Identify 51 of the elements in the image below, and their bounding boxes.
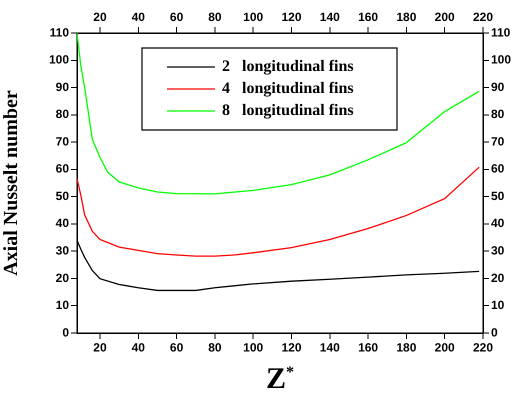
y2-tick-label: 40 (491, 216, 505, 230)
y-axis-title: Axial Nusselt number (0, 90, 22, 276)
y-tick-label: 100 (48, 52, 70, 67)
y-tick-label: 60 (56, 162, 70, 176)
y2-tick-label: 60 (491, 162, 505, 176)
y2-tick-label: 0 (491, 325, 498, 340)
x2-tick-label: 160 (358, 10, 378, 24)
x2-tick-label: 220 (472, 10, 494, 24)
y-tick-label: 0 (62, 325, 70, 340)
legend-label: 8 longitudinal fins (222, 102, 354, 120)
y2-tick-label: 80 (491, 107, 505, 122)
x2-tick-label: 200 (434, 10, 456, 24)
x-axis-title: Z$^{*}$ (264, 362, 295, 396)
y-tick-label: 20 (56, 270, 70, 285)
y-tick-label: 10 (56, 298, 70, 312)
x-tick-label: 20 (93, 340, 107, 355)
x-tick-label: 60 (170, 340, 184, 355)
y-tick-label: 70 (56, 134, 70, 148)
y2-tick-label: 30 (491, 243, 505, 258)
x-tick-label: 220 (472, 340, 494, 355)
y2-tick-label: 10 (491, 298, 505, 312)
x-tick-label: 200 (434, 340, 456, 355)
y-tick-label: 80 (56, 107, 70, 122)
legend-label: 4 longitudinal fins (222, 80, 354, 98)
x-tick-label: 180 (396, 340, 417, 355)
x2-tick-label: 60 (170, 10, 184, 24)
x2-tick-label: 180 (396, 10, 417, 24)
y-tick-label: 40 (56, 216, 70, 230)
y2-tick-label: 90 (491, 80, 505, 94)
x-tick-label: 160 (358, 340, 378, 355)
y2-tick-label: 70 (491, 134, 505, 148)
y-tick-label: 90 (56, 80, 70, 94)
x-tick-label: 120 (281, 340, 302, 355)
legend-label: 2 longitudinal fins (222, 58, 354, 76)
y2-tick-label: 20 (491, 270, 505, 285)
x-tick-label: 40 (132, 340, 146, 355)
x2-tick-label: 140 (320, 10, 340, 24)
y2-tick-label: 110 (491, 25, 511, 40)
x2-tick-label: 20 (93, 10, 107, 24)
x-tick-label: 100 (243, 340, 264, 355)
x-tick-label: 140 (320, 340, 340, 355)
y2-tick-label: 50 (491, 188, 505, 203)
x2-tick-label: 120 (281, 10, 302, 24)
x2-tick-label: 40 (132, 10, 146, 24)
x2-tick-label: 100 (243, 10, 264, 24)
y-tick-label: 50 (56, 188, 70, 203)
x2-tick-label: 80 (208, 10, 222, 24)
y-tick-label: 30 (56, 243, 70, 258)
y-tick-label: 110 (50, 25, 70, 40)
x-tick-label: 80 (208, 340, 222, 355)
y2-tick-label: 100 (491, 52, 512, 67)
